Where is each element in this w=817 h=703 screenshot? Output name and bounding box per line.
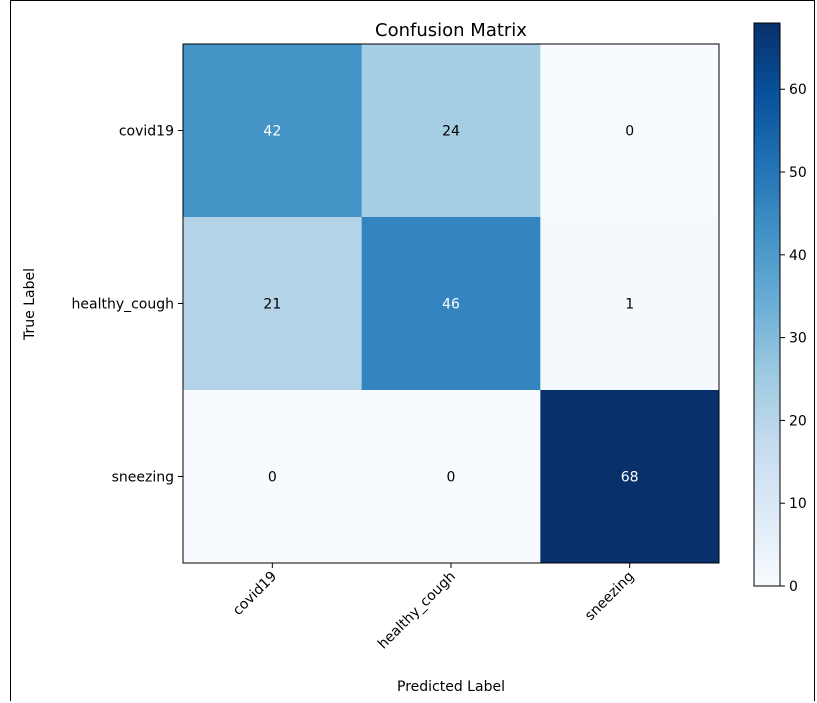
colorbar-tick-label: 10 xyxy=(789,496,807,512)
heatmap-cell xyxy=(361,217,541,391)
heatmap-cell xyxy=(183,390,363,564)
cell-value-label: 24 xyxy=(442,124,460,140)
y-tick-label: covid19 xyxy=(119,124,174,140)
x-axis-ticks: covid19 healthy_cough sneezing xyxy=(230,563,637,653)
x-axis-label: Predicted Label xyxy=(397,679,505,695)
colorbar-ticks: 0 10 20 30 40 50 60 xyxy=(780,82,807,595)
cell-value-label: 68 xyxy=(621,470,639,486)
heatmap-cell xyxy=(540,217,720,391)
x-tick-label: sneezing xyxy=(582,569,637,624)
heatmap-cell xyxy=(183,217,363,391)
colorbar-tick-label: 40 xyxy=(789,248,807,264)
cell-value-label: 42 xyxy=(263,124,281,140)
heatmap-cell xyxy=(540,390,720,564)
heatmap-cell xyxy=(540,44,720,218)
colorbar-tick-label: 30 xyxy=(789,331,807,347)
cell-value-label: 1 xyxy=(625,297,634,313)
x-tick-label: covid19 xyxy=(230,569,280,619)
colorbar-tick-label: 0 xyxy=(789,579,798,595)
y-tick-label: sneezing xyxy=(112,470,174,486)
colorbar xyxy=(753,22,781,587)
colorbar-tick-label: 60 xyxy=(789,82,807,98)
heatmap-cells: 42 24 0 21 46 1 0 0 68 xyxy=(183,44,720,564)
y-tick-label: healthy_cough xyxy=(72,297,175,313)
heatmap-cell xyxy=(361,44,541,218)
heatmap-cell xyxy=(183,44,363,218)
cell-value-label: 46 xyxy=(442,297,460,313)
cell-value-label: 0 xyxy=(268,470,277,486)
y-axis-label: True Label xyxy=(22,268,38,341)
colorbar-tick-label: 20 xyxy=(789,413,807,429)
cell-value-label: 21 xyxy=(263,297,281,313)
heatmap-cell xyxy=(361,390,541,564)
colorbar-tick-label: 50 xyxy=(789,165,807,181)
chart-title: Confusion Matrix xyxy=(375,20,527,41)
y-axis-ticks: covid19 healthy_cough sneezing xyxy=(72,124,183,486)
x-tick-label: healthy_cough xyxy=(375,569,459,653)
cell-value-label: 0 xyxy=(447,470,456,486)
cell-value-label: 0 xyxy=(625,124,634,140)
